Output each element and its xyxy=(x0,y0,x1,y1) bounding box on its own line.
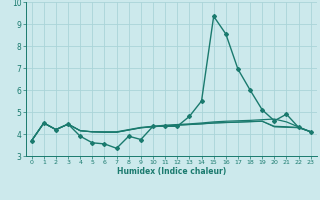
X-axis label: Humidex (Indice chaleur): Humidex (Indice chaleur) xyxy=(116,167,226,176)
